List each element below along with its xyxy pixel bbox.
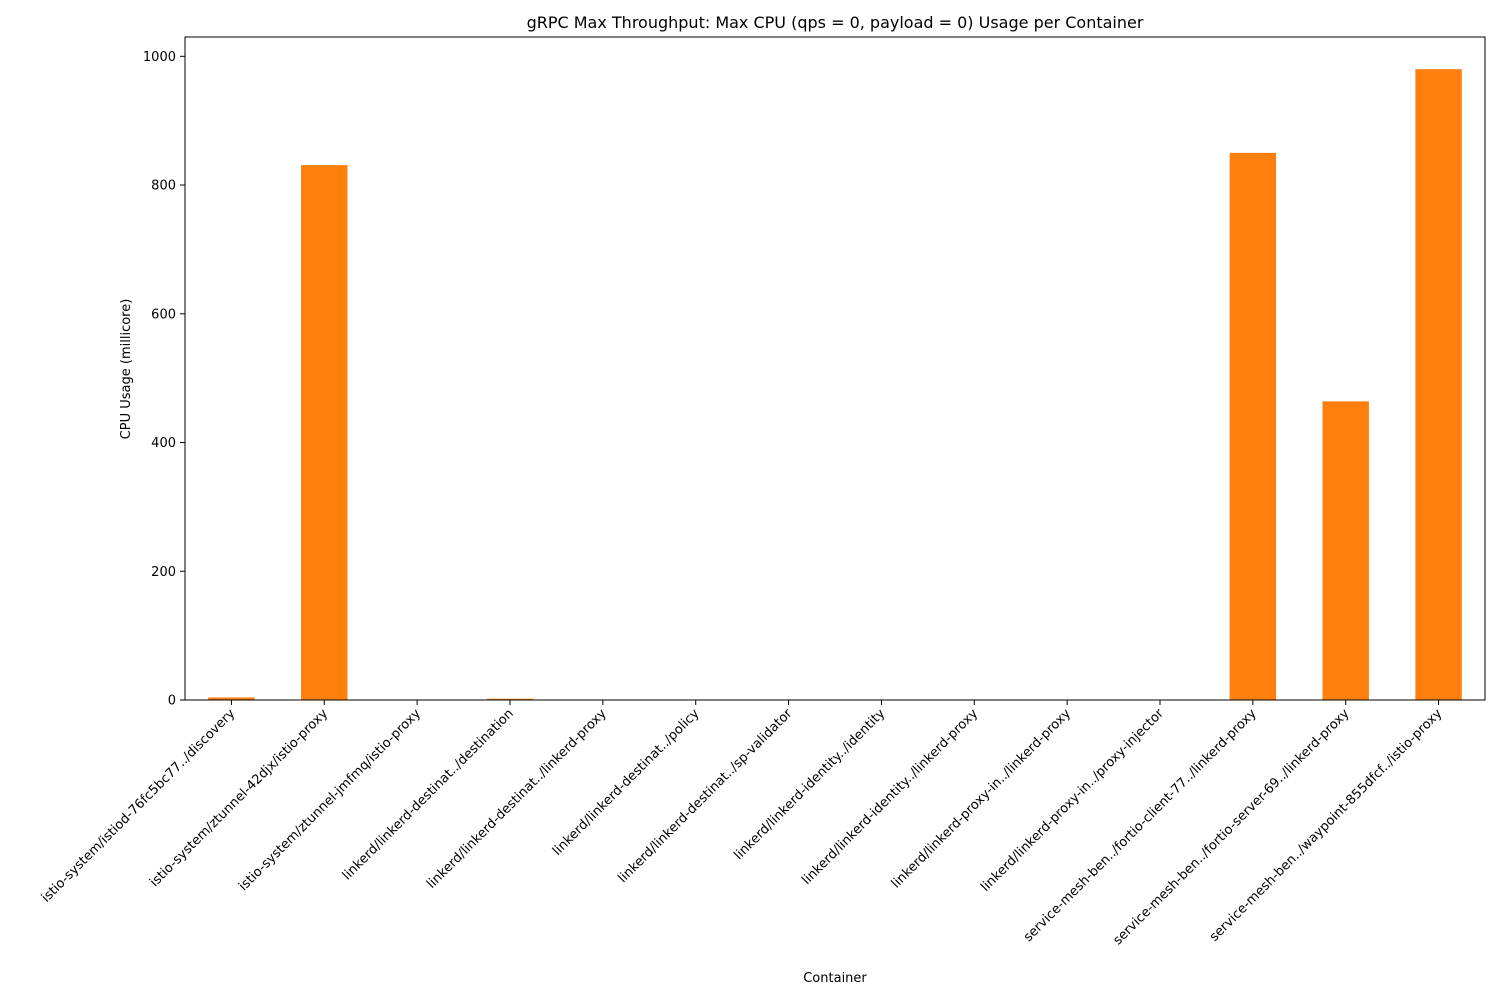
y-tick-label-200: 200	[151, 565, 176, 580]
bar-1	[208, 697, 255, 700]
bar-13	[1322, 401, 1369, 700]
y-tick-label-1000: 1000	[143, 50, 176, 65]
y-axis-label: CPU Usage (millicore)	[119, 299, 134, 440]
bar-4	[486, 698, 534, 700]
bar-12	[1229, 152, 1277, 701]
y-tick-label-0: 0	[168, 694, 176, 709]
bars-group	[208, 69, 1462, 701]
bar-14	[1415, 69, 1462, 701]
y-axis-ticks: 0 200 400 600 800 1000	[143, 50, 185, 709]
y-tick-label-600: 600	[151, 307, 176, 322]
bar-2	[301, 165, 348, 701]
plot-frame	[184, 36, 1486, 701]
chart-title: gRPC Max Throughput: Max CPU (qps = 0, p…	[527, 13, 1144, 32]
y-tick-label-400: 400	[151, 436, 176, 451]
x-axis-label: Container	[803, 971, 867, 986]
y-tick-label-800: 800	[151, 179, 176, 194]
